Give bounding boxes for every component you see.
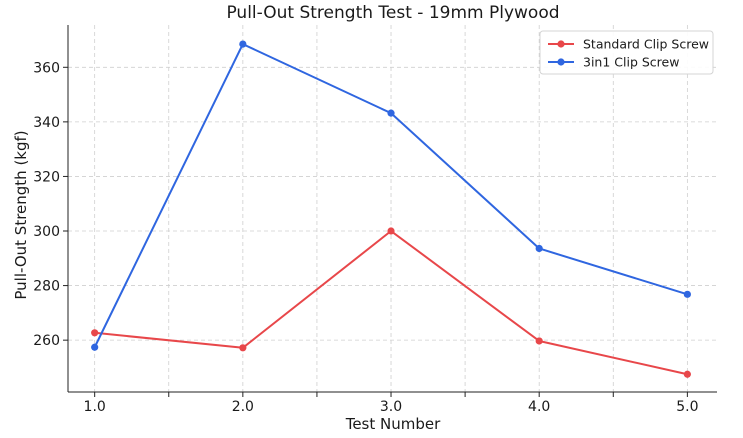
legend-label-0: Standard Clip Screw [583, 37, 709, 52]
data-point-1-2 [387, 109, 395, 117]
y-axis-label: Pull-Out Strength (kgf) [12, 130, 30, 299]
x-tick-label-4: 5.0 [676, 399, 698, 415]
legend-swatch-marker-0 [557, 40, 565, 48]
data-point-0-3 [535, 337, 543, 345]
y-ticks: 260 280 300 320 340 360 [33, 60, 68, 349]
data-point-1-1 [239, 40, 247, 48]
data-point-0-2 [387, 227, 395, 235]
x-axis-label: Test Number [345, 415, 441, 433]
legend: Standard Clip Screw 3in1 Clip Screw [539, 30, 714, 75]
data-point-1-3 [535, 244, 543, 253]
x-tick-label-3: 4.0 [528, 399, 550, 415]
y-tick-label-3: 320 [33, 169, 60, 185]
data-point-0-0 [91, 329, 99, 337]
y-tick-label-5: 360 [33, 60, 60, 76]
x-tick-label-2: 3.0 [380, 399, 402, 415]
series-0 [91, 227, 691, 378]
y-tick-label-4: 340 [33, 115, 60, 131]
chart-title: Pull-Out Strength Test - 19mm Plywood [226, 3, 559, 23]
data-point-1-4 [683, 290, 691, 298]
legend-label-1: 3in1 Clip Screw [583, 55, 679, 70]
data-point-1-0 [91, 343, 99, 351]
y-tick-label-0: 260 [33, 333, 60, 349]
data-point-0-1 [239, 344, 247, 352]
x-tick-label-1: 2.0 [232, 399, 254, 415]
legend-item-1: 3in1 Clip Screw [548, 55, 679, 70]
x-tick-label-0: 1.0 [84, 399, 106, 415]
data-point-0-4 [683, 370, 691, 378]
x-ticks: 1.0 2.0 3.0 4.0 5.0 [84, 392, 698, 415]
y-tick-label-1: 280 [33, 279, 60, 295]
legend-box [539, 30, 714, 75]
legend-swatch-marker-1 [557, 58, 565, 66]
grid-lines [68, 25, 717, 392]
legend-item-0: Standard Clip Screw [548, 37, 709, 52]
series-1 [91, 40, 691, 351]
y-tick-label-2: 300 [33, 224, 60, 240]
